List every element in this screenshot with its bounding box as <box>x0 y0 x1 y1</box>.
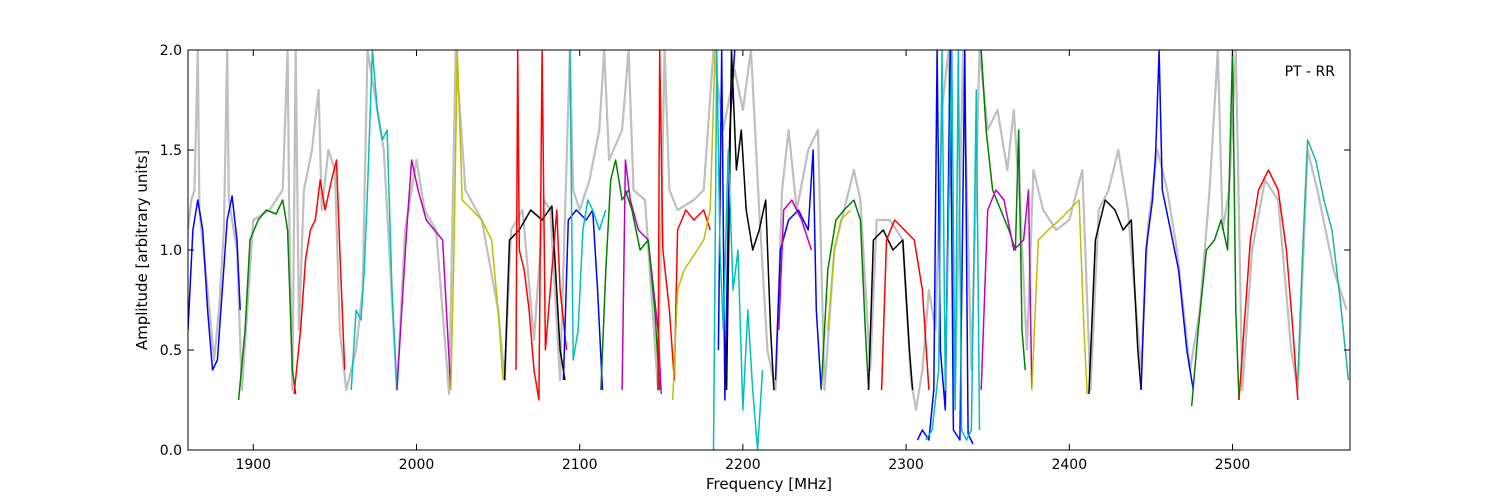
x-tick-label: 2000 <box>399 457 435 473</box>
series-line-5 <box>396 159 452 391</box>
series-line-21 <box>820 199 870 391</box>
series-line-26 <box>925 50 981 441</box>
series-line-32 <box>1190 50 1240 407</box>
series-line-29 <box>1031 199 1088 395</box>
plot-area <box>188 50 1350 450</box>
series-line-27 <box>980 50 1026 371</box>
series-line-14 <box>657 50 711 391</box>
series-line-3 <box>293 159 346 395</box>
x-tick-label: 2200 <box>725 457 761 473</box>
series-line-4 <box>350 50 398 391</box>
x-axis-label: Frequency [MHz] <box>706 475 832 493</box>
series-line-31 <box>1140 50 1195 391</box>
series-line-25 <box>916 50 974 445</box>
series-line-2 <box>237 199 297 401</box>
series-line-23 <box>867 229 914 391</box>
series-line-20 <box>778 199 813 331</box>
axes: 1900 2000 2100 2200 2300 2400 2500 0.0 0.5 1.0 1.5… <box>160 43 1351 473</box>
y-tick-label: 1.0 <box>160 243 182 259</box>
x-tick-label: 2300 <box>888 457 924 473</box>
series-line-18 <box>712 50 764 450</box>
series-line-24 <box>880 219 930 391</box>
plot-frame <box>187 49 1351 451</box>
series-line-8 <box>515 50 568 401</box>
y-tick-label: 0.5 <box>160 343 182 359</box>
x-tick-label: 2100 <box>562 457 598 473</box>
series-line-6 <box>450 50 504 391</box>
y-tick-label: 0.0 <box>160 443 182 459</box>
series-line-34 <box>1297 139 1350 381</box>
series-line-17 <box>725 50 775 391</box>
series-line-30 <box>1088 199 1142 395</box>
series-line-15 <box>671 50 716 401</box>
panel-annotation: PT - RR <box>1285 64 1336 80</box>
x-tick-label: 2500 <box>1215 457 1251 473</box>
series-line-9 <box>562 209 604 391</box>
series-line-28 <box>980 189 1033 391</box>
x-tick-label: 1900 <box>235 457 271 473</box>
y-axis-label: Amplitude [arbitrary units] <box>133 150 151 350</box>
x-tick-label: 2400 <box>1051 457 1087 473</box>
series-line-1 <box>188 195 241 371</box>
y-tick-label: 1.5 <box>160 143 182 159</box>
series-line-7 <box>503 205 566 381</box>
series-line-10 <box>569 50 607 361</box>
series-line-33 <box>1238 169 1299 401</box>
series-line-11 <box>600 159 630 391</box>
background-series-line <box>188 50 1348 412</box>
series-line-22 <box>827 209 852 331</box>
series-line-13 <box>624 189 661 391</box>
y-tick-label: 2.0 <box>160 43 182 59</box>
